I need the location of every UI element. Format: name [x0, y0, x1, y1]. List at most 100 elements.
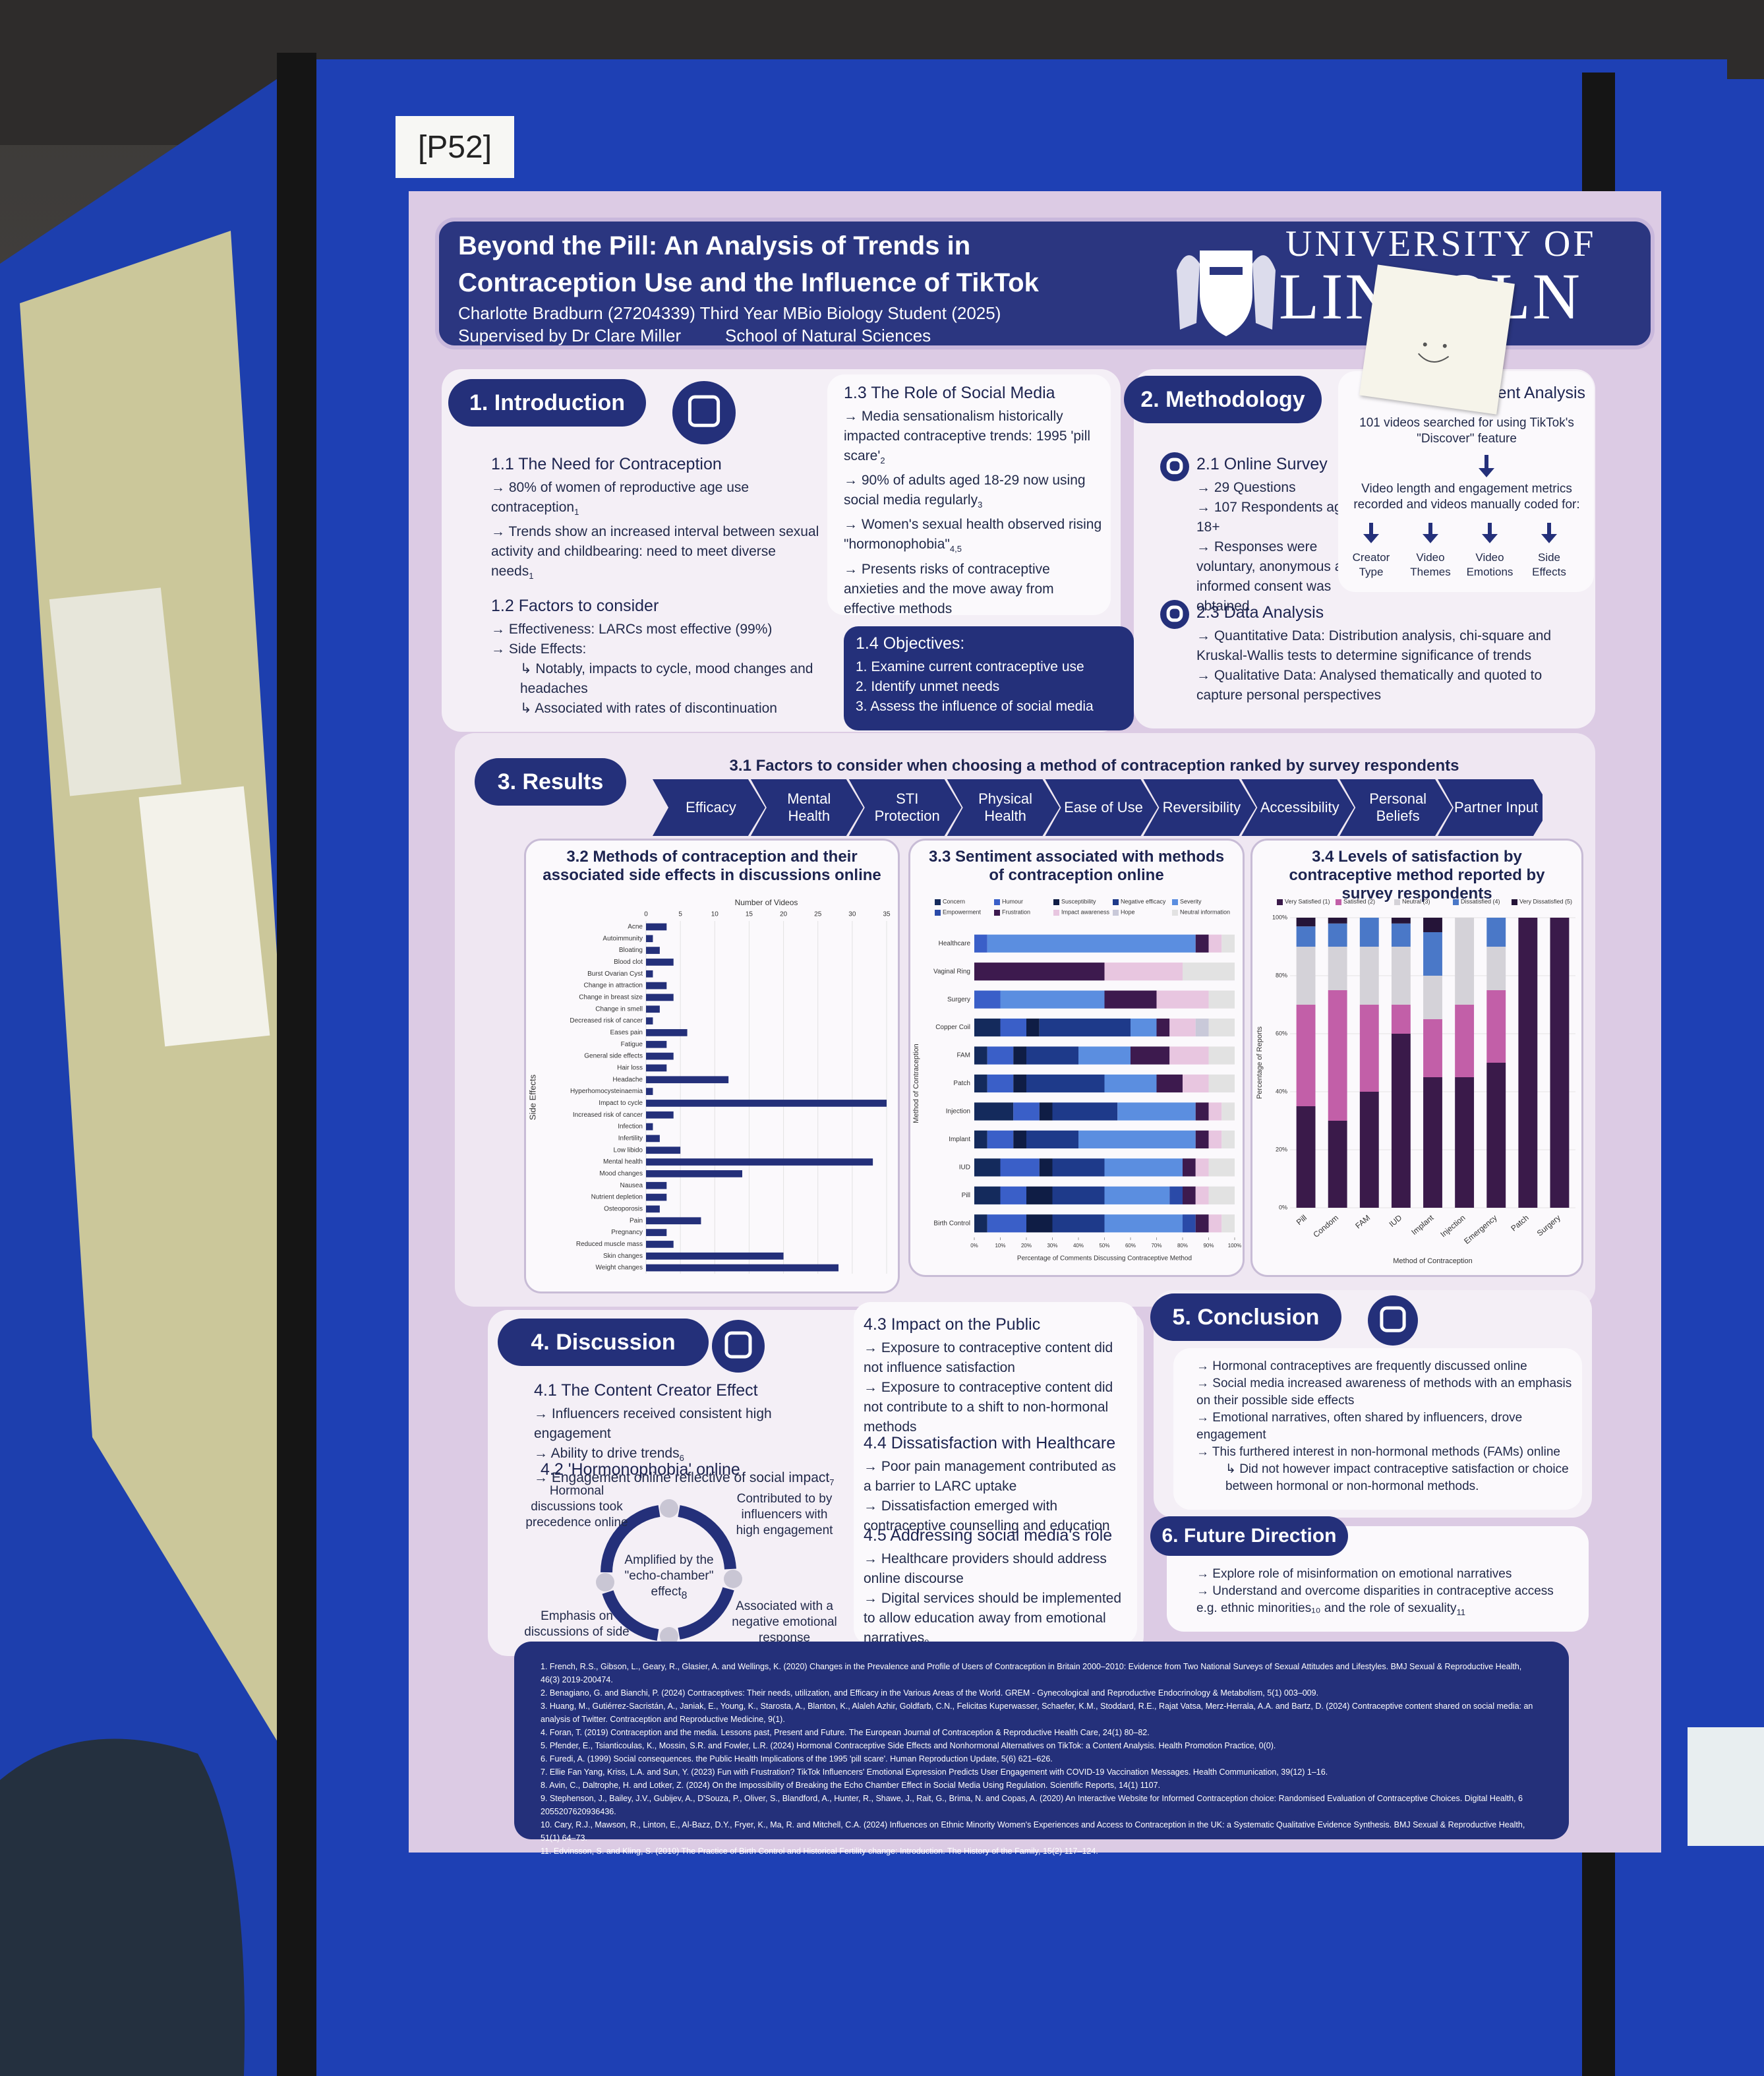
section-heading: 3. Results — [475, 758, 626, 806]
y-tick-label: Patch — [953, 1080, 970, 1087]
bar-segment — [987, 1074, 1014, 1093]
y-tick-label: Bloating — [619, 947, 643, 954]
cycle-arc — [678, 1505, 736, 1570]
x-tick-label: 100% — [1228, 1243, 1241, 1249]
bar-segment — [1486, 1063, 1506, 1208]
x-tick-label: Patch — [1509, 1213, 1531, 1233]
bar-segment — [1296, 1106, 1316, 1208]
y-tick-label: Headache — [612, 1076, 643, 1083]
bar — [646, 1217, 701, 1225]
bar-segment — [1013, 1074, 1026, 1093]
bar-segment — [1328, 947, 1347, 990]
conclusion-list: → Hormonal contraceptives are frequently… — [1196, 1358, 1572, 1495]
school: School of Natural Sciences — [725, 326, 931, 345]
bar-segment — [1208, 1130, 1222, 1148]
reference-number: 6 — [679, 1453, 684, 1464]
legend-swatch — [1336, 899, 1341, 905]
bar-segment — [1183, 1158, 1196, 1177]
legend-swatch — [1394, 899, 1400, 905]
x-tick-label: 90% — [1203, 1243, 1214, 1249]
role-of-social-media: 1.3 The Role of Social Media → Media sens… — [844, 384, 1104, 619]
bar-segment — [1391, 947, 1411, 1005]
bar-segment — [1391, 1034, 1411, 1208]
reference-number: 7 — [829, 1477, 835, 1488]
x-tick-label: Emergency — [1462, 1213, 1499, 1246]
item-text: → Qualitative Data: Analysed thematicall… — [1196, 668, 1543, 703]
x-axis-label: Method of Contraception — [1393, 1257, 1472, 1265]
bar-segment — [1169, 1019, 1196, 1037]
university-name: UNIVERSITY OF — [1285, 223, 1597, 264]
legend-label: Susceptibility — [1061, 898, 1096, 905]
icon-glyph — [1166, 605, 1183, 622]
factor-label: Accessibility — [1260, 799, 1339, 816]
bar-segment — [974, 1158, 1001, 1177]
cycle-arc — [601, 1505, 661, 1573]
item-text: → Hormonal contraceptives are frequently… — [1196, 1359, 1527, 1373]
list-item: → Emotional narratives, often shared by … — [1196, 1409, 1572, 1444]
list-item: ↳ Notably, impacts to cycle, mood change… — [491, 659, 821, 699]
item-text: → Digital services should be implemented… — [864, 1591, 1122, 1646]
item-text: → Explore role of misinformation on emot… — [1196, 1567, 1512, 1581]
chart-title: 3.4 Levels of satisfaction by contracept… — [1289, 848, 1545, 903]
chart-title: 3.3 Sentiment associated with methods of… — [928, 848, 1225, 884]
y-tick-label: 0% — [1279, 1204, 1287, 1210]
list-item: → Engagement online reflective of social… — [534, 1468, 850, 1493]
bar-segment — [1423, 932, 1442, 976]
bar-segment — [1328, 923, 1347, 947]
factor-label: STI Protection — [874, 790, 940, 824]
item-text: → Ability to drive trends — [534, 1446, 680, 1461]
legend-label: Hope — [1121, 908, 1135, 915]
item-text: → Responses were voluntary, anonymous an… — [1196, 539, 1358, 614]
bar — [646, 1193, 667, 1201]
bar-segment — [987, 1046, 1014, 1065]
x-tick-label: 20% — [1021, 1243, 1032, 1249]
bar-segment — [1195, 934, 1209, 953]
item-text: → Women's sexual health observed rising … — [844, 517, 1102, 552]
side-poster-panel — [138, 786, 270, 1047]
factors-to-consider: 1.2 Factors to consider → Effectiveness: … — [491, 597, 821, 719]
list-item: → Understand and overcome disparities in… — [1196, 1583, 1572, 1621]
legend-label: Dissatisfied (4) — [1461, 898, 1500, 905]
legend-label: Negative efficacy — [1121, 898, 1166, 905]
x-tick-label: FAM — [1353, 1213, 1372, 1231]
ranking-chevron — [1143, 779, 1256, 836]
bar-segment — [1296, 947, 1316, 1005]
backpack — [0, 1738, 245, 2076]
y-tick-label: Infertility — [618, 1135, 643, 1142]
cycle-label: Hormonal discussions took precedence onl… — [525, 1484, 628, 1529]
y-tick-label: Change in breast size — [579, 994, 643, 1001]
arrow-head — [1423, 534, 1438, 543]
bar-segment — [974, 934, 987, 953]
analysis-icon — [1160, 600, 1189, 629]
icon-circle — [1160, 452, 1189, 481]
bar-segment — [1169, 1046, 1209, 1065]
list-item: → Qualitative Data: Analysed thematicall… — [1196, 666, 1585, 705]
bar-segment — [974, 1074, 987, 1093]
legend-swatch — [1053, 910, 1059, 916]
bar — [646, 1005, 660, 1013]
data-analysis: 2.3 Data Analysis → Quantitative Data: Di… — [1196, 603, 1585, 705]
legend-label: Satisfied (2) — [1343, 898, 1375, 905]
y-tick-label: Nausea — [620, 1182, 643, 1189]
bar — [646, 1264, 838, 1272]
crest-shield — [1200, 251, 1252, 336]
cycle-arc — [602, 1589, 659, 1641]
item-text: → Quantitative Data: Distribution analys… — [1196, 628, 1552, 663]
y-tick-label: Surgery — [947, 996, 970, 1003]
bar — [646, 1064, 667, 1072]
arrow-head — [1479, 468, 1494, 477]
y-tick-label: Change in smell — [595, 1005, 643, 1013]
item-text: → Trends show an increased interval betw… — [491, 524, 819, 579]
bar-segment — [987, 1130, 1014, 1148]
poster-badge: [P52] — [396, 116, 514, 178]
reference: 9. Stephenson, J., Bailey, J.V., Gubijev… — [541, 1794, 1523, 1816]
reference-number: 4,5 — [949, 544, 962, 554]
bar — [646, 1252, 784, 1260]
legend-swatch — [1113, 899, 1119, 905]
need-for-contraception: 1.1 The Need for Contraception → 80% of w… — [491, 455, 821, 586]
legend-label: Neutral information — [1180, 908, 1230, 915]
list-item: 2. Identify unmet needs — [856, 677, 1126, 697]
y-tick-label: Skin changes — [603, 1253, 643, 1260]
bar-segment — [1000, 1186, 1026, 1204]
